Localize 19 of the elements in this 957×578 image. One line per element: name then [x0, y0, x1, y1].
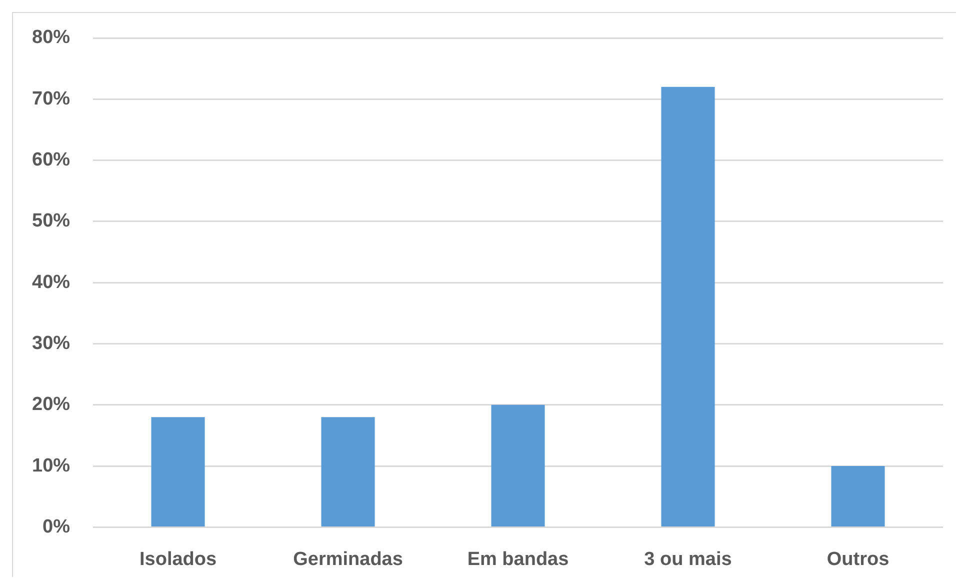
bar	[321, 417, 375, 526]
y-tick-label: 70%	[32, 88, 70, 110]
bar	[151, 417, 205, 526]
x-tick-label: Em bandas	[467, 548, 569, 570]
y-tick-label: 10%	[32, 455, 70, 476]
x-tick-label: Isolados	[139, 548, 217, 570]
y-tick-label: 40%	[32, 272, 70, 293]
y-tick-label: 30%	[32, 332, 70, 354]
bar	[491, 404, 545, 526]
y-tick-label: 50%	[32, 210, 70, 232]
y-tick-label: 60%	[32, 150, 70, 171]
y-tick-label: 80%	[32, 27, 70, 48]
y-tick-label: 20%	[32, 394, 70, 416]
bar	[831, 466, 885, 526]
x-tick-label: 3 ou mais	[644, 548, 732, 570]
bar	[661, 86, 715, 526]
y-tick-label: 0%	[42, 516, 70, 538]
x-tick-label: Outros	[826, 548, 890, 570]
x-tick-label: Germinadas	[293, 548, 403, 570]
